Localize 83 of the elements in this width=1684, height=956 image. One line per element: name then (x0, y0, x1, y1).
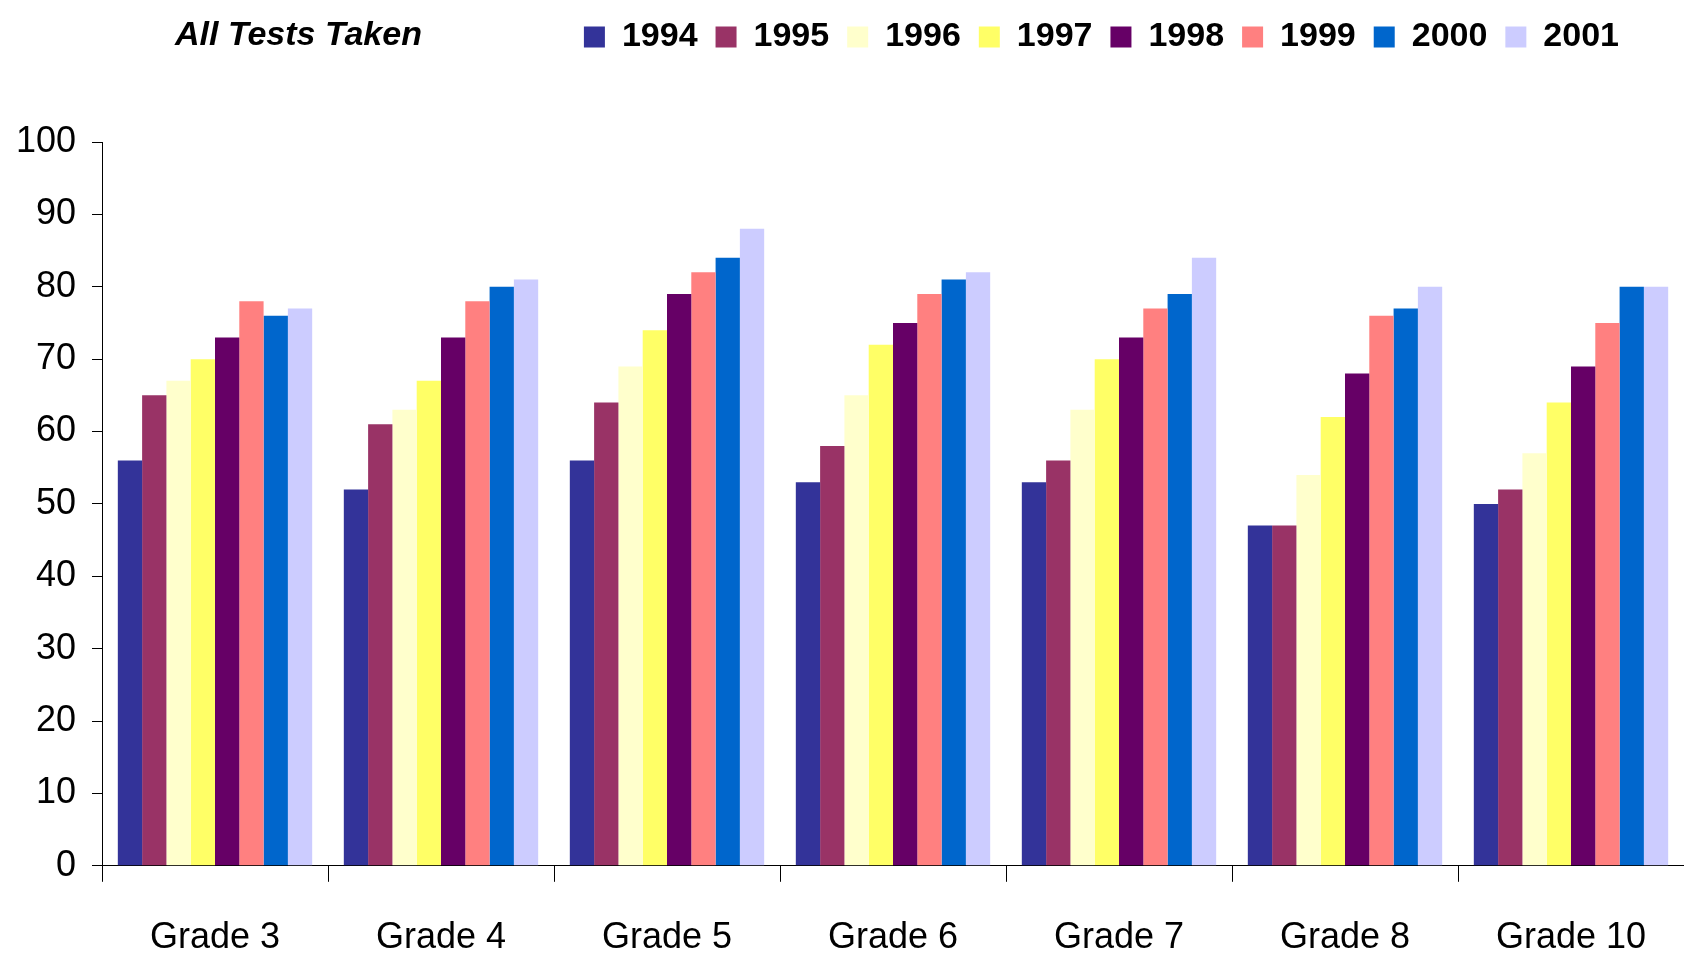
bar (368, 424, 393, 866)
bar (1247, 525, 1273, 866)
bar (917, 294, 942, 866)
bar (166, 380, 191, 866)
bar (1473, 503, 1499, 866)
y-tick-label: 60 (35, 408, 76, 450)
y-tick-label: 90 (35, 191, 76, 233)
x-tick-label: Grade 3 (149, 915, 281, 956)
y-tick-label: 100 (15, 118, 76, 160)
bar (1595, 322, 1620, 866)
bar (844, 395, 869, 866)
bar (441, 337, 466, 866)
bar (392, 409, 417, 866)
bar (642, 330, 667, 866)
bar (416, 380, 441, 866)
bar (1296, 474, 1321, 866)
x-tick-label: Grade 4 (375, 915, 507, 956)
y-tick-label: 50 (35, 480, 76, 522)
bar (618, 366, 643, 866)
bar (1619, 286, 1644, 866)
bar (1021, 482, 1047, 866)
bar (820, 446, 845, 866)
bar (667, 294, 692, 866)
bar (941, 279, 966, 866)
bar (1167, 294, 1192, 866)
bar (343, 489, 369, 866)
bar (1571, 366, 1596, 866)
y-tick-label: 30 (35, 625, 76, 667)
x-tick-label: Grade 8 (1279, 915, 1411, 956)
bar (715, 257, 740, 866)
x-tick-label: Grade 7 (1053, 915, 1185, 956)
bar (1070, 409, 1095, 866)
bar (1522, 453, 1547, 866)
y-tick-label: 40 (35, 553, 76, 595)
bar (569, 460, 595, 866)
x-tick-label: Grade 6 (827, 915, 959, 956)
x-tick-label: Grade 10 (1495, 915, 1647, 956)
bar (465, 301, 490, 866)
bar (117, 460, 143, 866)
y-tick-label: 0 (55, 842, 76, 884)
bar (287, 308, 313, 866)
bar (965, 272, 991, 866)
bar (1546, 402, 1571, 866)
legend-label: 2000 (1411, 15, 1488, 54)
y-tick-label: 10 (35, 770, 76, 812)
bar (215, 337, 240, 866)
bar (513, 279, 539, 866)
bar (1393, 308, 1418, 866)
x-tick-label: Grade 5 (601, 915, 733, 956)
bar (1119, 337, 1144, 866)
y-tick-label: 70 (35, 336, 76, 378)
bar (1320, 417, 1345, 866)
bar (1417, 286, 1443, 866)
legend-label: 1996 (885, 15, 961, 54)
bar (142, 395, 167, 866)
legend-label: 2001 (1543, 15, 1619, 54)
bar (1191, 257, 1217, 866)
bar (691, 272, 716, 866)
bar (739, 228, 765, 866)
bar (190, 359, 215, 866)
bar (594, 402, 619, 866)
legend-label: 1995 (753, 15, 830, 54)
bar (263, 315, 288, 866)
bar (868, 344, 893, 866)
bar (1046, 460, 1071, 866)
bar (1094, 359, 1119, 866)
bar (1369, 315, 1394, 866)
bar (239, 301, 264, 866)
legend-label: 1994 (621, 15, 698, 54)
bar (1498, 489, 1523, 866)
bar (1643, 286, 1669, 866)
bar (795, 482, 821, 866)
y-tick-label: 80 (35, 263, 76, 305)
chart-title: All Tests Taken (175, 13, 422, 53)
legend-label: 1998 (1148, 15, 1225, 54)
bar (1345, 373, 1370, 866)
y-tick-label: 20 (35, 697, 76, 739)
bar (893, 322, 918, 866)
legend-label: 1999 (1280, 15, 1356, 54)
bar (489, 286, 514, 866)
bar (1143, 308, 1168, 866)
legend-label: 1997 (1016, 15, 1093, 54)
bar (1272, 525, 1297, 866)
